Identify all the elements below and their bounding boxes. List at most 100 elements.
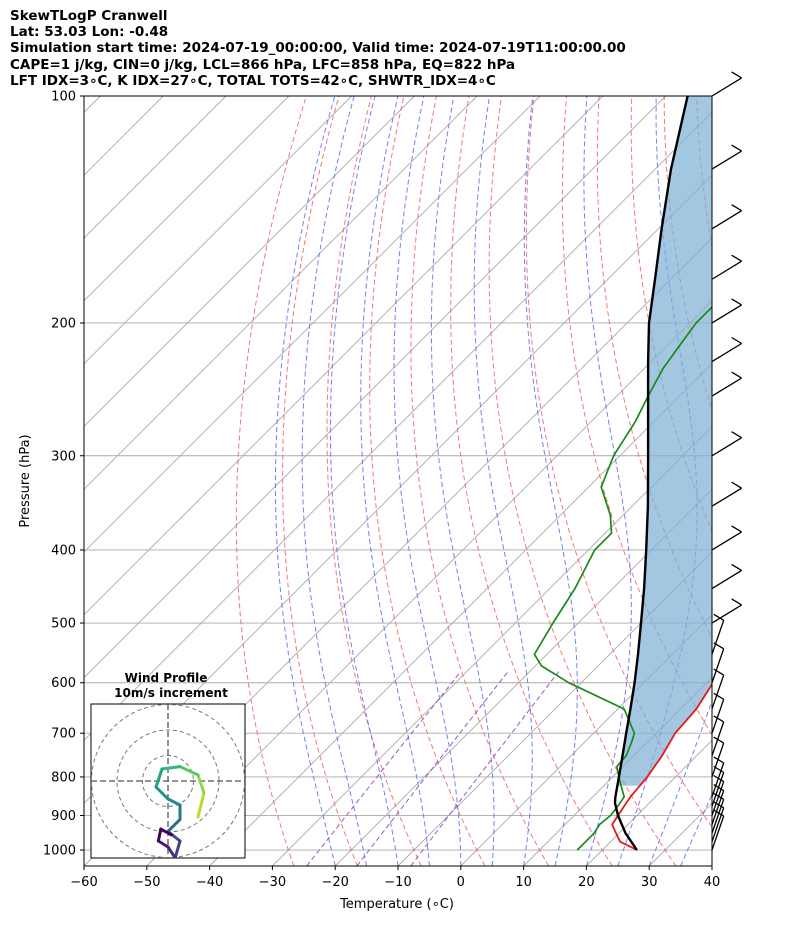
wind-barb (711, 742, 725, 778)
wind-barb (711, 569, 742, 590)
wind-barb (711, 648, 725, 683)
moist-adiabat-line (430, 96, 495, 866)
dry-adiabat-line (369, 96, 486, 866)
wind-barb (711, 377, 742, 397)
wind-barb-flag (731, 481, 742, 489)
axes: −60 −50 −40 −30 −20 −10 0 10 20 30 40 100 200 300 400 5… (43, 90, 720, 891)
isotherm-line (146, 300, 712, 866)
wind-barb-flag (731, 298, 742, 306)
cape-fill-layer (617, 96, 712, 786)
wind-barb-flag (731, 525, 742, 533)
wind-barb (711, 799, 725, 834)
wind-barb-flag (713, 756, 725, 764)
y-tick-label: 1000 (43, 844, 76, 859)
isotherm-line (460, 614, 712, 866)
wind-barb (711, 604, 742, 624)
dry-adiabat-line (762, 96, 794, 866)
y-tick-label: 800 (51, 770, 76, 785)
cape-line: CAPE=1 j/kg, CIN=0 j/kg, LCL=866 hPa, LF… (10, 56, 516, 73)
y-axis-label: Pressure (hPa) (18, 434, 33, 527)
dewpoint-curve (533, 305, 712, 851)
moist-adiabat-line (473, 96, 533, 866)
dry-adiabat-line (596, 96, 712, 639)
dry-adiabat-line (450, 96, 613, 866)
x-tick-label: −50 (133, 875, 160, 890)
y-tick-label: 300 (51, 449, 76, 464)
wind-barb-flag (713, 736, 725, 744)
location-line: Lat: 53.03 Lon: -0.48 (10, 24, 169, 41)
hodograph-segment (160, 765, 182, 771)
wind-barb (711, 762, 725, 798)
hodograph-title: Wind Profile (125, 671, 208, 685)
hodograph-segment (156, 827, 163, 843)
isotherm-line (84, 96, 666, 679)
wind-barb (711, 304, 742, 324)
wind-barb (711, 620, 725, 655)
hodograph-segment (166, 817, 182, 833)
isotherm-line (84, 111, 712, 742)
wind-barb (711, 210, 742, 230)
isotherm-line (711, 865, 712, 866)
wind-barb-flag (731, 563, 742, 572)
chart-title: SkewTLogP Cranwell (10, 8, 168, 24)
wind-barb-flag (731, 254, 742, 262)
wind-barb-flag (731, 204, 742, 212)
wind-barbs (711, 71, 742, 851)
x-tick-label: 10 (515, 875, 532, 890)
wind-barb (711, 790, 725, 825)
wind-barb (711, 487, 742, 507)
moist-adiabat-line (617, 96, 698, 866)
moist-adiabat-line (301, 96, 368, 866)
x-tick-label: 40 (704, 875, 721, 890)
wind-barb (711, 807, 725, 842)
wind-barb (711, 815, 725, 851)
mixing-ratio-line (306, 671, 462, 866)
hodograph-segment (156, 839, 170, 849)
moist-adiabat-line (711, 864, 712, 866)
y-tick-label: 600 (51, 676, 76, 691)
isotherm-line (84, 96, 415, 428)
x-tick-label: 30 (641, 875, 658, 890)
isotherm-line (84, 96, 101, 114)
moist-adiabat-line (583, 96, 632, 866)
mixing-ratio-line (356, 671, 509, 866)
profile-curves (533, 96, 712, 851)
wind-barb (711, 437, 742, 457)
wind-barb (711, 342, 742, 363)
moist-adiabat-line (523, 96, 578, 866)
y-tick-label: 400 (51, 543, 76, 558)
parcel-curve (613, 96, 689, 851)
x-tick-label: 0 (457, 875, 465, 890)
wind-barb (711, 721, 725, 757)
wind-barb-flag (731, 598, 742, 606)
hodograph-segment (166, 845, 177, 858)
wind-barb-flag (731, 371, 742, 379)
isotherm-line (775, 96, 794, 866)
background-lines (84, 96, 794, 866)
y-tick-label: 900 (51, 809, 76, 824)
wind-barb (711, 772, 725, 807)
wind-barb-flag (731, 144, 742, 152)
isotherm-line (209, 362, 712, 866)
wind-barb-flag (731, 71, 742, 79)
hodograph-segment (173, 839, 182, 858)
y-tick-label: 500 (51, 617, 76, 632)
x-tick-label: −20 (321, 875, 348, 890)
wind-barb-flag (731, 336, 742, 345)
isotherm-line (84, 96, 541, 553)
moist-adiabat-line (743, 96, 794, 866)
wind-barb (711, 531, 742, 551)
x-axis-label: Temperature (∘C) (339, 897, 454, 912)
wind-barb (711, 77, 742, 97)
dry-adiabat-line (729, 96, 794, 866)
isotherm-line (84, 96, 478, 490)
isotherm-line (84, 96, 227, 239)
dry-adiabat-line (282, 96, 358, 866)
y-tick-label: 200 (51, 316, 76, 331)
time-line: Simulation start time: 2024-07-19_00:00:… (10, 40, 626, 57)
y-tick-label: 100 (51, 90, 76, 105)
dry-adiabat-line (235, 96, 307, 866)
dry-adiabat-line (410, 96, 550, 866)
hodograph-segment (159, 827, 174, 837)
